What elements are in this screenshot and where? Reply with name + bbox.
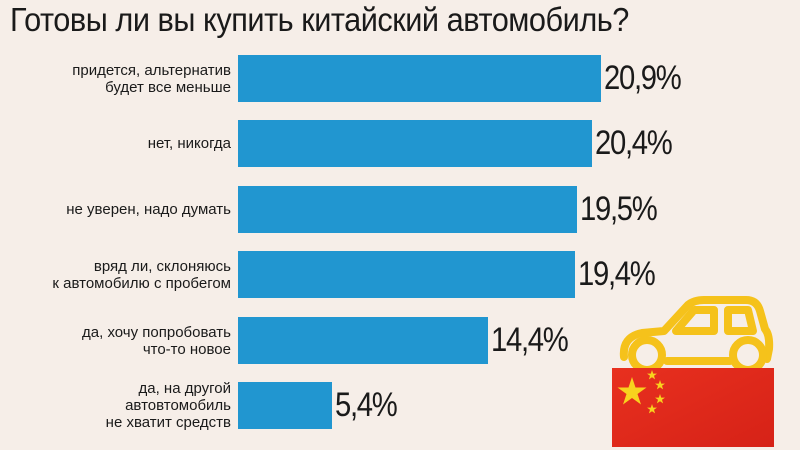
bar	[238, 382, 332, 429]
category-label-line: к автомобилю с пробегом	[52, 274, 231, 292]
category-label-line: да, на другой	[138, 380, 231, 397]
category-label-line: придется, альтернатив	[72, 61, 231, 79]
data-label: 19,5%	[580, 190, 658, 228]
car-icon	[619, 296, 774, 374]
chart-title: Готовы ли вы купить китайский автомобиль…	[10, 1, 629, 38]
bar	[238, 55, 601, 102]
category-label: придется, альтернатив будет все меньше	[20, 49, 231, 108]
bar	[238, 251, 575, 298]
category-label: да, на другой автовтомобиль не хватит сред…	[20, 376, 231, 435]
data-label: 20,9%	[604, 59, 682, 97]
category-label-line: нет, никогда	[147, 135, 231, 152]
bar	[238, 317, 488, 364]
data-label: 14,4%	[491, 321, 569, 359]
bar	[238, 120, 592, 167]
category-label-line: будет все меньше	[105, 78, 231, 96]
china-flag-icon	[612, 368, 774, 447]
category-label: вряд ли, склоняюсь к автомобилю с пробего…	[20, 245, 231, 304]
category-label: нет, никогда	[20, 114, 231, 173]
category-label-line: не хватит средств	[105, 414, 231, 431]
data-label: 5,4%	[335, 386, 398, 424]
category-label: да, хочу попробовать что-то новое	[20, 311, 231, 370]
category-label-line: что-то новое	[142, 340, 231, 358]
category-label-line: не уверен, надо думать	[66, 201, 231, 218]
category-label-line: да, хочу попробовать	[82, 323, 231, 341]
bar	[238, 186, 577, 233]
data-label: 20,4%	[595, 124, 673, 162]
category-label-line: автовтомобиль	[125, 397, 231, 414]
category-label: не уверен, надо думать	[20, 180, 231, 239]
data-label: 19,4%	[578, 255, 656, 293]
category-label-line: вряд ли, склоняюсь	[93, 257, 231, 275]
china-car-illustration	[612, 296, 774, 447]
